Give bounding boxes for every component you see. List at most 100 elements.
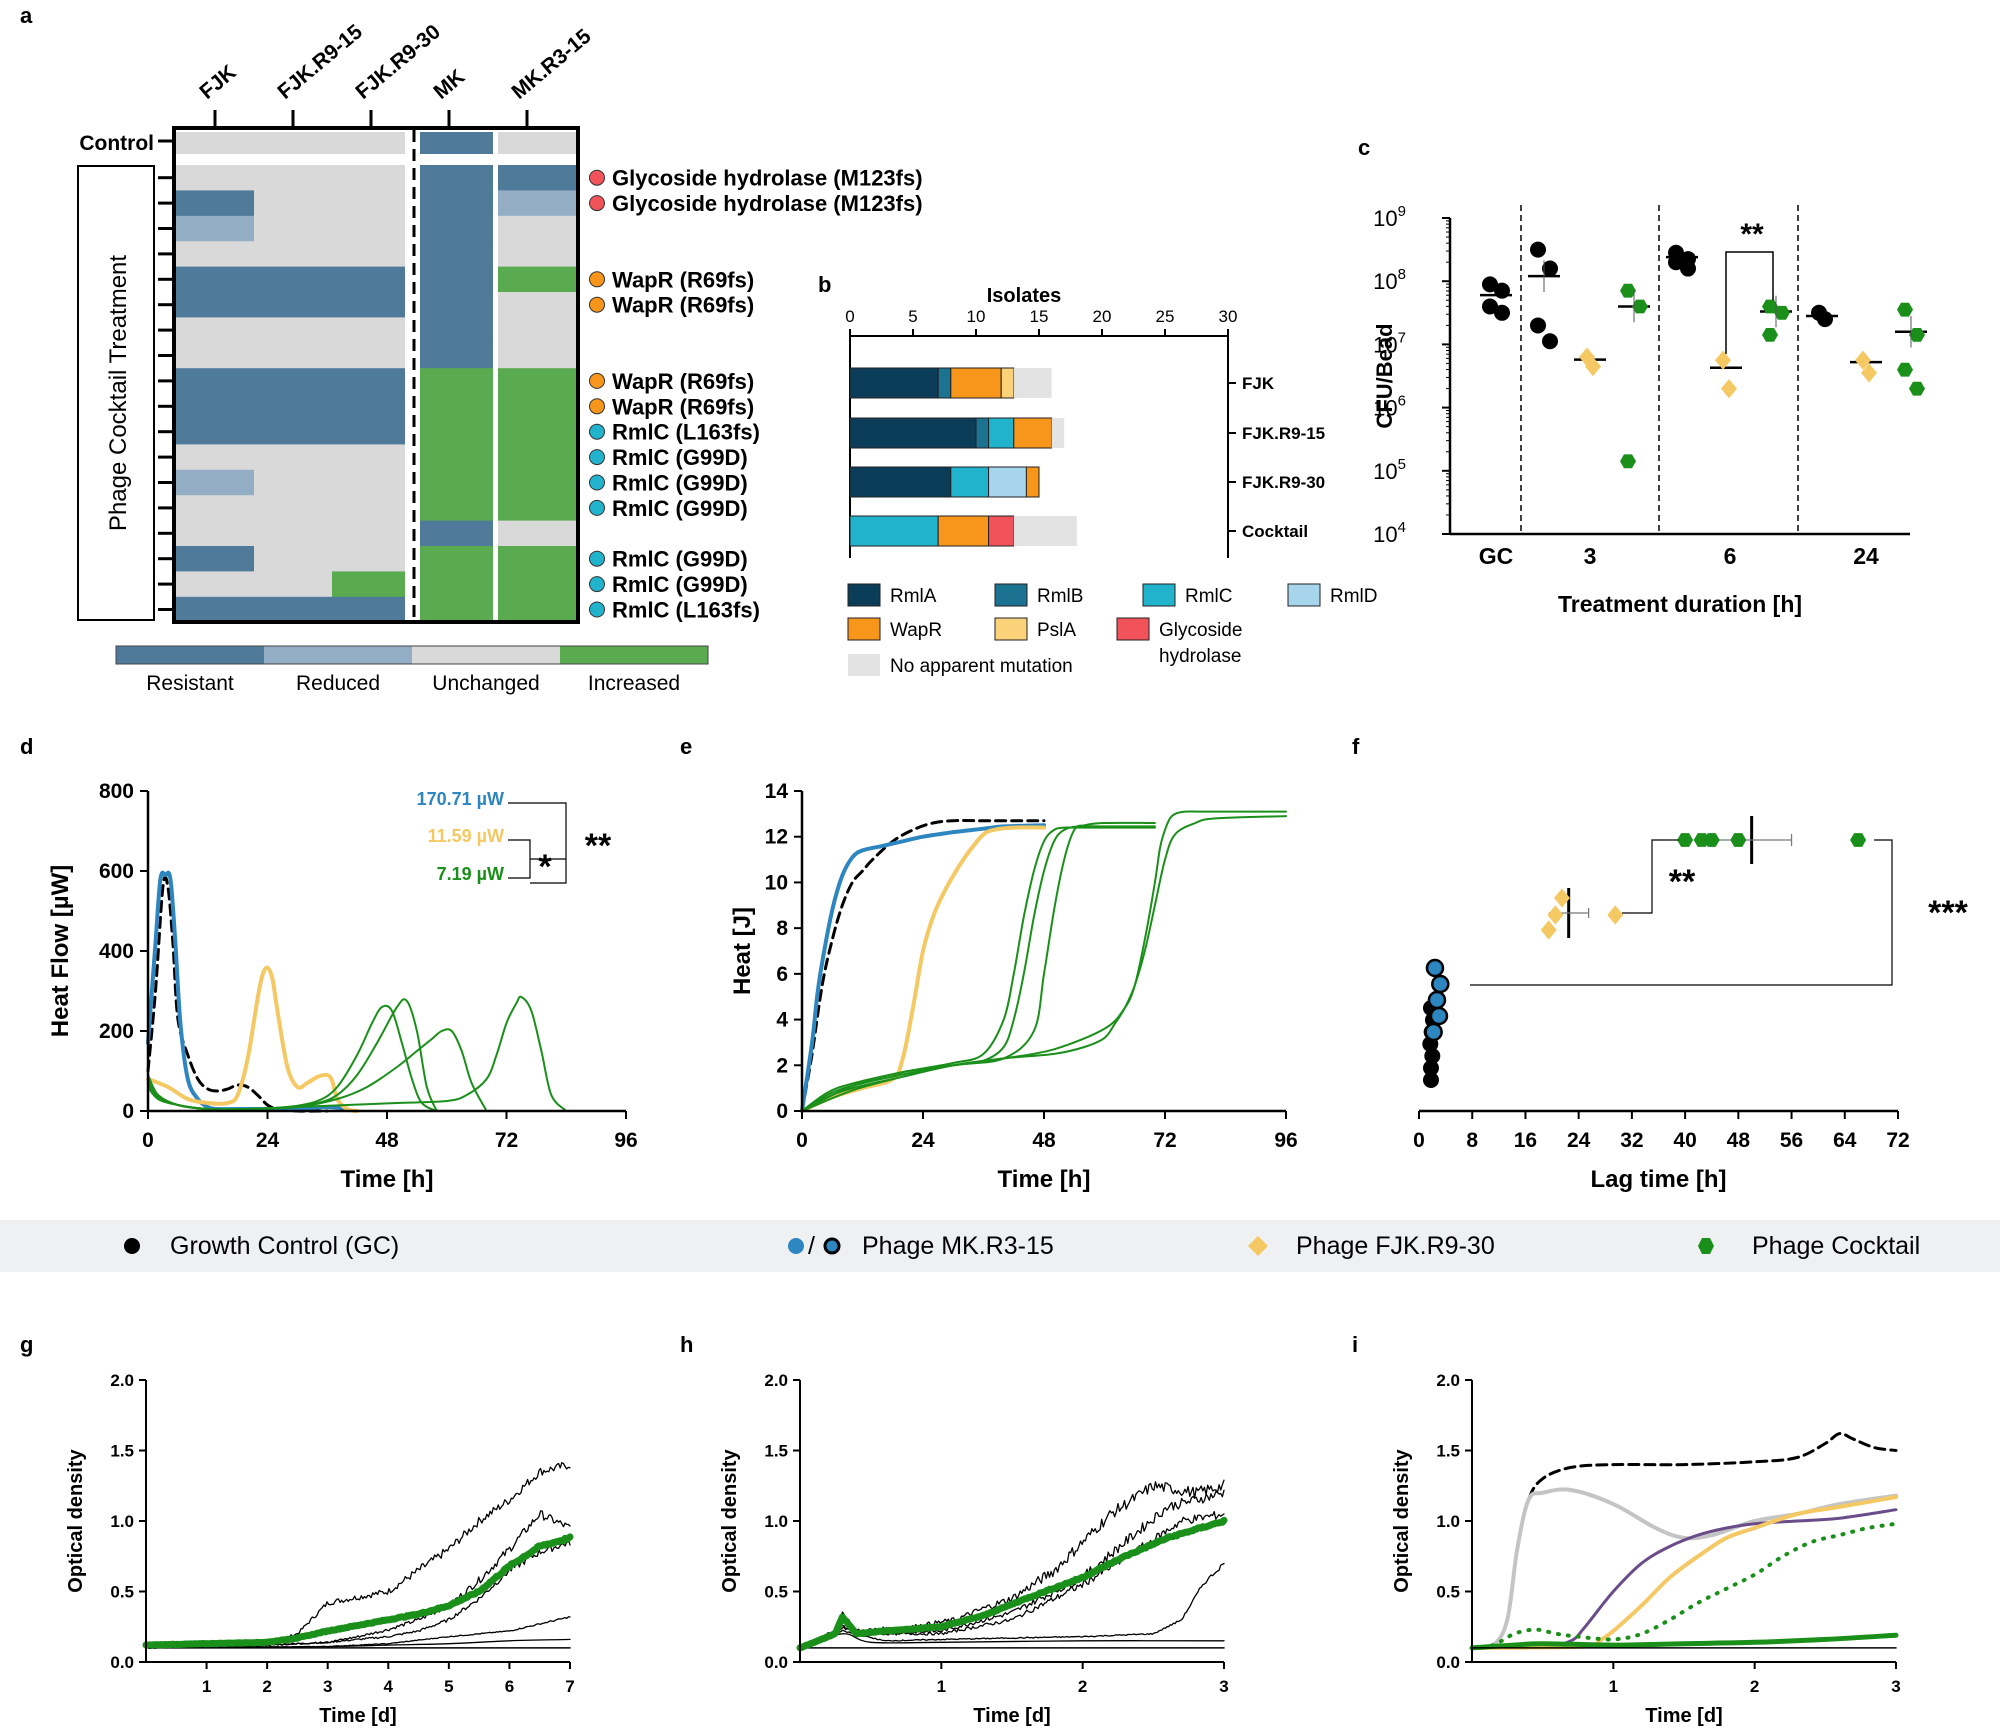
x-tick-label: 5 <box>444 1677 453 1696</box>
x-tick-label: 15 <box>1030 307 1049 326</box>
column-label: FJK.R9-30 <box>351 20 444 104</box>
y-tick-exponent: 8 <box>1398 266 1406 283</box>
mutation-marker <box>589 169 605 186</box>
y-tick-exponent: 6 <box>1398 393 1406 410</box>
y-axis-label: Optical density <box>719 1448 741 1592</box>
mutation-label: RmlC (G99D) <box>612 471 748 496</box>
heatmap-cell <box>498 495 576 522</box>
od-line-gc <box>799 1633 1225 1649</box>
bar-segment-wapR <box>937 515 990 547</box>
heatmap-cell <box>420 241 493 268</box>
peak-label: 7.19 µW <box>437 864 504 884</box>
heatmap-cell <box>332 317 405 344</box>
bar-segment-rmlA <box>849 417 977 449</box>
heatmap-cell <box>420 368 493 395</box>
legend-swatch-none <box>848 654 880 676</box>
legend-swatch-rmlA <box>847 583 881 607</box>
y-tick-label: 104 <box>1373 519 1406 547</box>
column-label: MK.R3-15 <box>507 24 595 103</box>
mutation-label: Glycoside hydrolase (M123fs) <box>612 166 923 191</box>
heatmap-cell <box>420 342 493 369</box>
heatmap-cell <box>498 190 576 217</box>
heatmap-cell <box>332 419 405 445</box>
x-axis-label: Time [d] <box>1645 1705 1722 1727</box>
x-tick-label: 24 <box>911 1129 935 1152</box>
x-tick-label: 16 <box>1514 1129 1537 1152</box>
heatmap-cell <box>254 241 332 268</box>
x-tick-label: 0 <box>796 1129 808 1152</box>
x-tick-label: 30 <box>1219 307 1238 326</box>
x-tick-label: 3 <box>1891 1677 1900 1696</box>
data-point-fjk <box>1607 905 1624 925</box>
heatmap-cell <box>176 546 254 572</box>
x-axis-label: Time [d] <box>319 1705 396 1727</box>
data-point-gc <box>1494 282 1510 299</box>
heatmap-cell <box>420 292 493 318</box>
x-tick-label: 48 <box>1032 1129 1056 1152</box>
data-point-cocktail <box>1620 454 1636 469</box>
legend-mk-label: Phage MK.R3-15 <box>862 1232 1054 1260</box>
x-tick-label: 6 <box>505 1677 514 1696</box>
y-tick-label: 0.0 <box>764 1653 788 1672</box>
mutation-marker <box>589 550 605 567</box>
heatmap-cell <box>498 241 576 268</box>
heatmap-cell <box>254 469 332 496</box>
heatmap-cell <box>498 393 576 420</box>
heatmap-cell <box>332 469 405 496</box>
heatmap-cell <box>176 469 254 496</box>
heatmap-cell <box>420 469 493 496</box>
od-line-cocktail <box>1470 1521 1898 1650</box>
legend-swatch-rmlC <box>1142 583 1176 607</box>
x-tick-label: 2 <box>262 1677 271 1696</box>
heatmap-cell <box>176 292 254 318</box>
heatmap-cell <box>176 495 254 522</box>
heatmap-cell <box>420 317 493 344</box>
panel-d-heat-flow: 0 24 48 72 96 0 200 400 600 800 Time [h] Heat Flow … <box>47 780 638 1193</box>
heatmap-cell <box>176 215 254 242</box>
heatmap-cell <box>176 520 254 547</box>
data-point-cocktail <box>1730 833 1747 847</box>
bar-segment-rmlC <box>988 417 1015 449</box>
heatmap-cell <box>332 266 405 293</box>
heatmap-cell <box>498 520 576 547</box>
x-tick-label: 0 <box>142 1129 154 1152</box>
od-line-cocktail <box>796 1516 1228 1652</box>
legend-swatch-glyco <box>1116 617 1150 641</box>
x-tick-label: 3 <box>1219 1677 1228 1696</box>
x-tick-label: 32 <box>1620 1129 1643 1152</box>
od-line-cocktail <box>142 1533 574 1649</box>
x-tick-label: 4 <box>384 1677 394 1696</box>
category-label: FJK.R9-30 <box>1242 473 1325 492</box>
bar-segment-rmlD <box>988 466 1027 498</box>
mutation-label: RmlC (G99D) <box>612 547 748 572</box>
bar-segment-rmlC <box>849 515 939 547</box>
heatmap-cell <box>420 571 493 598</box>
y-axis-label: Optical density <box>1391 1448 1413 1592</box>
heatmap-cell <box>176 165 254 191</box>
y-tick-exponent: 9 <box>1398 203 1406 220</box>
y-axis-label: Optical density <box>65 1448 87 1592</box>
bar-segment-rmlB <box>937 367 952 399</box>
mutation-label: RmlC (L163fs) <box>612 598 760 623</box>
x-group-label: 6 <box>1724 543 1737 569</box>
data-point-cocktail <box>1897 302 1913 317</box>
mutation-marker <box>589 372 605 389</box>
data-point-gc <box>1494 304 1510 321</box>
y-tick-label: 0 <box>776 1100 788 1123</box>
data-point-cocktail <box>1897 362 1913 377</box>
mutation-label: RmlC (G99D) <box>612 445 748 470</box>
panel-letter-a: a <box>20 3 33 28</box>
control-cell <box>498 132 576 154</box>
data-point-gc <box>1422 1060 1439 1076</box>
od-line-purple <box>1470 1508 1898 1650</box>
scale-segment <box>116 646 264 664</box>
mutation-marker <box>589 296 605 313</box>
series-line-gc <box>146 875 329 1113</box>
panel-letter-e: e <box>680 734 692 759</box>
heatmap-cell <box>254 444 332 471</box>
heatmap-cell <box>254 419 332 445</box>
y-tick-label: 10 <box>765 871 788 894</box>
row-group-box <box>77 165 155 621</box>
scale-segment <box>264 646 412 664</box>
